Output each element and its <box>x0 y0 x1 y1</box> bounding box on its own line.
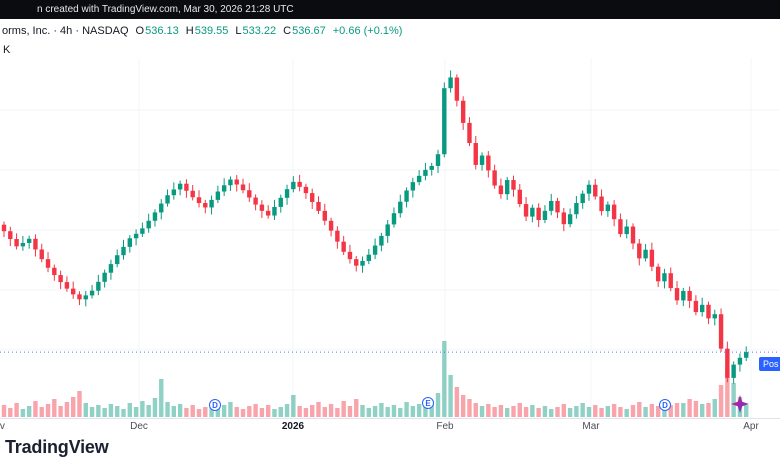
grid <box>0 58 780 419</box>
tradingview-watermark: TradingView <box>5 437 109 457</box>
volume-series <box>1 341 749 417</box>
sparkle-icon[interactable] <box>730 394 750 414</box>
time-axis-label: Feb <box>436 421 454 432</box>
volume-legend-fragment: K <box>3 44 11 56</box>
ohlc-open: O536.13 <box>135 25 179 37</box>
dividend-marker-icon[interactable]: D <box>209 399 221 411</box>
snapshot-caption: n created with TradingView.com, Mar 30, … <box>37 4 294 15</box>
time-axis[interactable]: Nov Dec 2026 Feb Mar Apr <box>0 421 780 437</box>
time-axis-label: Mar <box>582 421 600 432</box>
position-price-tag[interactable]: Pos <box>759 357 780 371</box>
ohlc-close: C536.67 <box>283 25 326 37</box>
candlestick-series <box>1 70 749 384</box>
symbol-legend: orms, Inc. · 4h · NASDAQ O536.13 H539.55… <box>2 25 402 37</box>
symbol-title[interactable]: orms, Inc. · 4h · NASDAQ <box>2 25 129 37</box>
snapshot-topbar: n created with TradingView.com, Mar 30, … <box>0 0 780 19</box>
time-axis-label: 2026 <box>281 421 305 432</box>
ohlc-high: H539.55 <box>185 25 229 37</box>
change-value: +0.66 (+0.1%) <box>332 25 403 37</box>
dividend-marker-icon[interactable]: D <box>659 399 671 411</box>
time-axis-label: Nov <box>0 421 5 432</box>
time-axis-label: Dec <box>130 421 148 432</box>
sparkle-icon-glyph <box>731 395 749 413</box>
earnings-marker-icon[interactable]: E <box>422 397 434 409</box>
time-axis-label: Apr <box>743 421 759 432</box>
ohlc-low: L533.22 <box>235 25 277 37</box>
